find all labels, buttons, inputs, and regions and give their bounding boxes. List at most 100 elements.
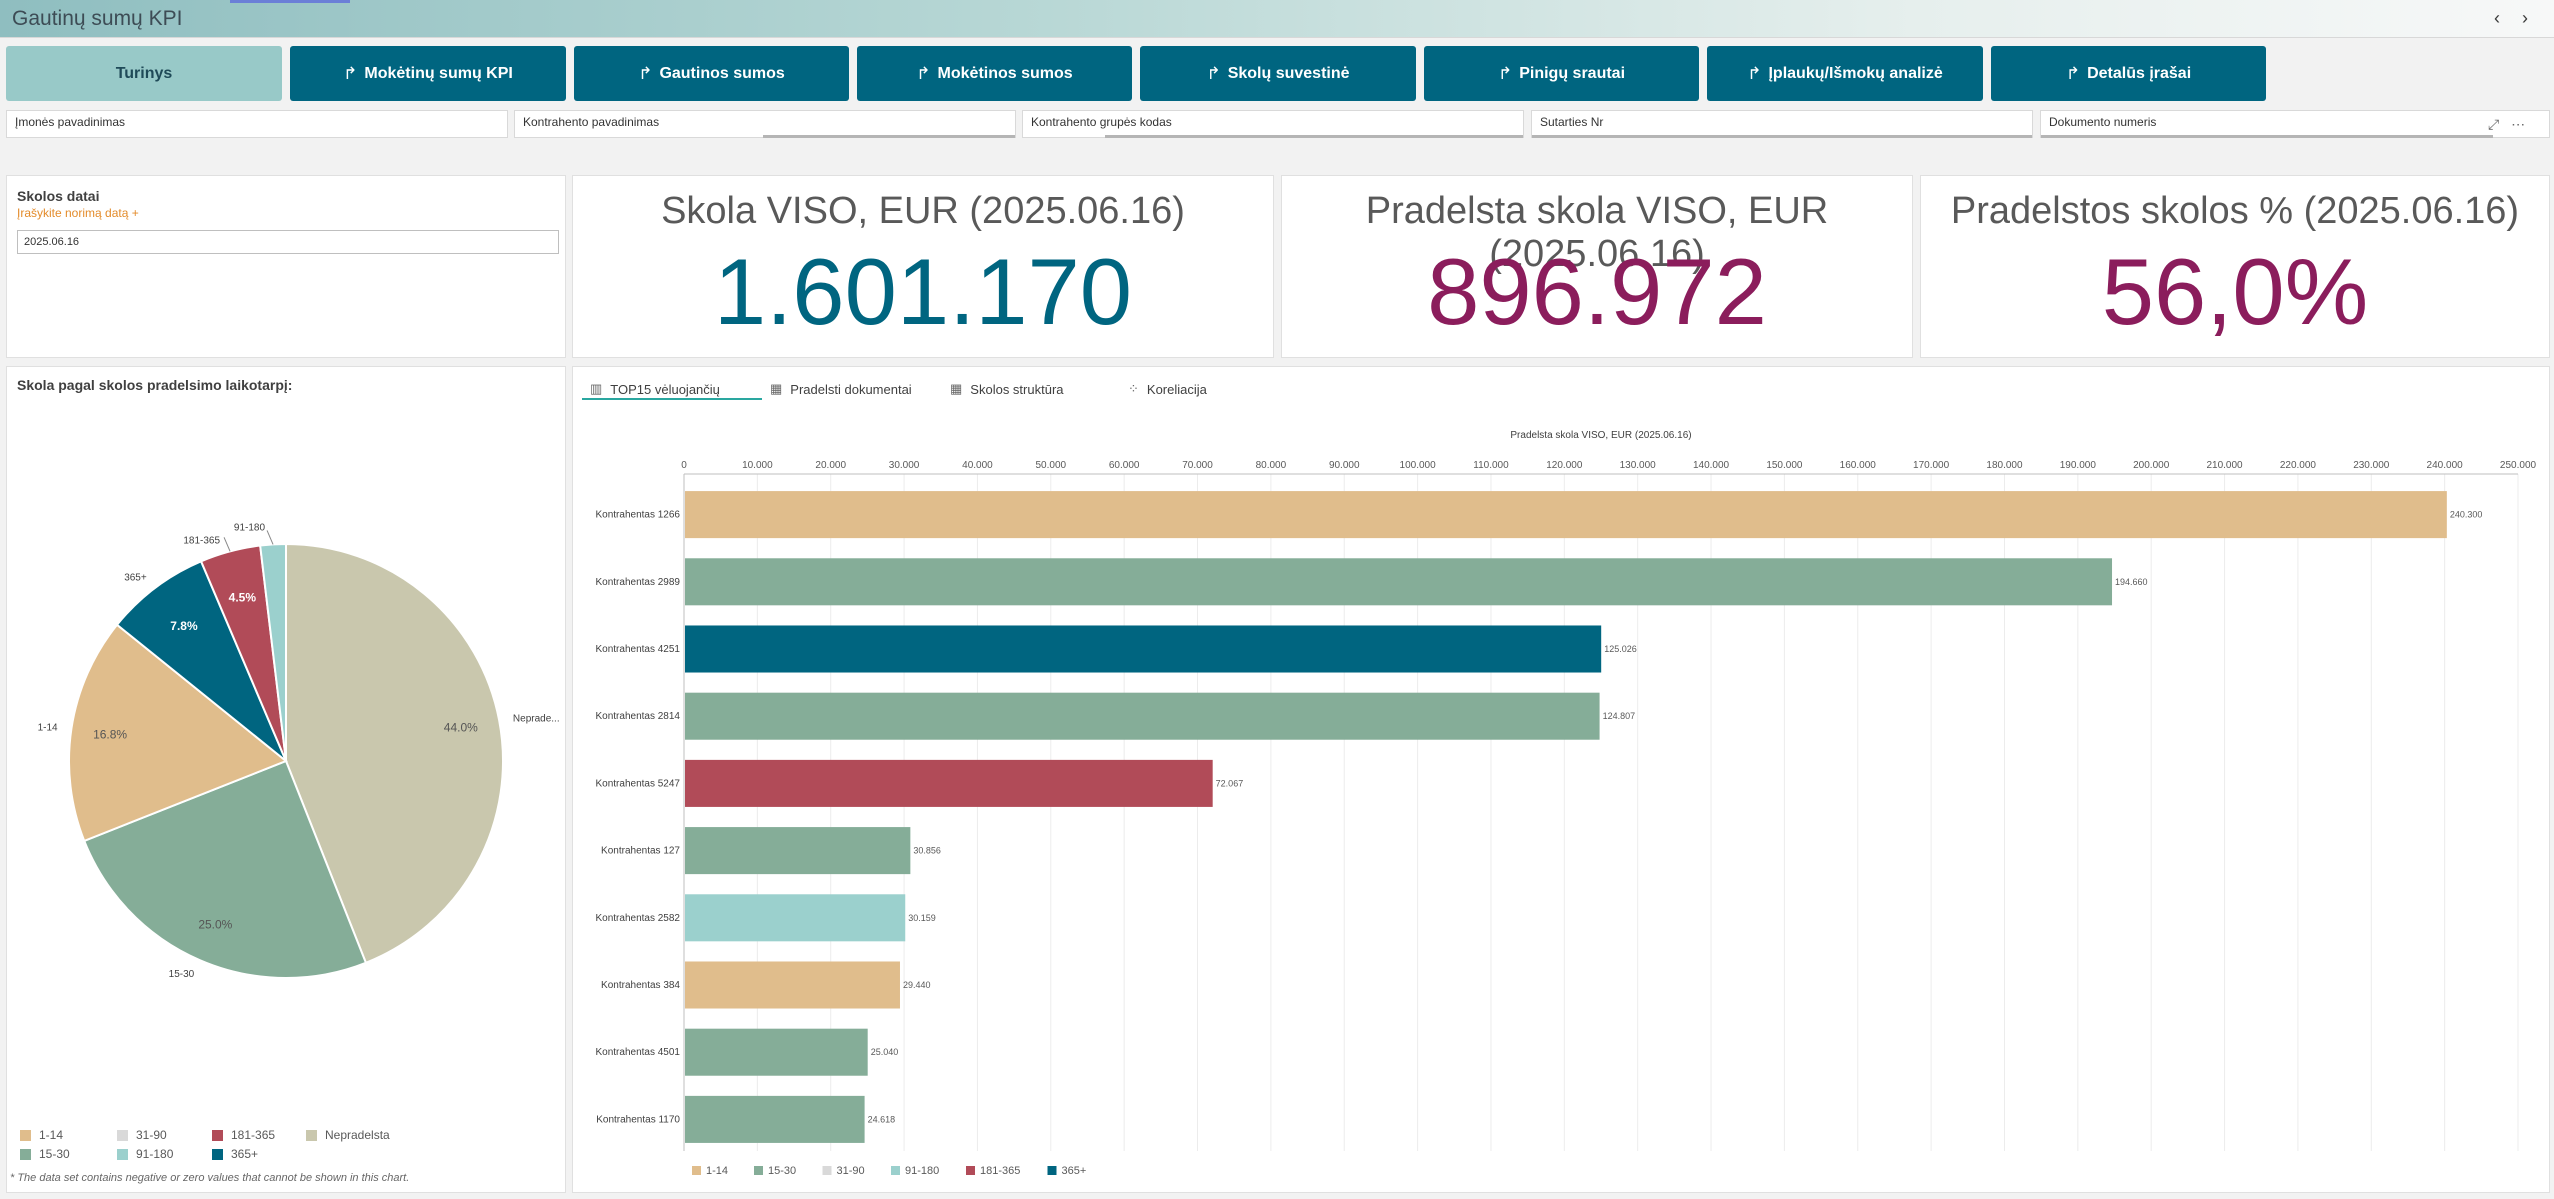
bar[interactable]	[685, 558, 2113, 606]
pie-category-label: 91-180	[234, 522, 266, 533]
nav-button-label: Pinigų srautai	[1519, 64, 1626, 82]
nav-button-detalus-irasai[interactable]: ↱ Detalūs įrašai	[1991, 46, 2266, 101]
legend-swatch	[117, 1148, 128, 1160]
tab-label: Koreliacija	[1146, 381, 1207, 397]
kpi-value: 896.972	[1427, 239, 1767, 344]
x-tick-label: 20.000	[815, 460, 846, 471]
nav-button-turinys[interactable]: Turinys	[6, 46, 282, 101]
nav-button-moketinu-sumu-kpi[interactable]: ↱ Mokėtinų sumų KPI	[290, 46, 566, 101]
date-card: Skolos datai Įrašykite norimą datą +	[6, 175, 566, 358]
kpi-title: Pradelstos skolos % (2025.06.16)	[1950, 190, 2520, 232]
x-tick-label: 70.000	[1182, 460, 1213, 471]
bar-value-label: 124.807	[1603, 711, 1636, 721]
legend-item-31-90[interactable]: 31-90	[117, 1128, 167, 1142]
x-tick-label: 200.000	[2133, 460, 2170, 471]
filter-dokumento-numeris[interactable]: Dokumento numeris	[2040, 110, 2550, 138]
pie-percent-label: 44.0%	[444, 721, 478, 735]
nav-button-iplauku-ismoku-analize[interactable]: ↱ Įplaukų/Išmokų analizė	[1707, 46, 1983, 101]
nav-button-moketinos-sumos[interactable]: ↱ Mokėtinos sumos	[857, 46, 1132, 101]
pie-slice-nepradelsta[interactable]	[285, 542, 504, 965]
bar-value-label: 125.026	[1604, 644, 1637, 654]
tab-top15[interactable]: ▥ TOP15 vėluojančių	[590, 376, 720, 402]
bar[interactable]	[685, 1095, 865, 1143]
x-tick-label: 140.000	[1693, 460, 1730, 471]
legend-item-181-365[interactable]: 181-365	[212, 1128, 275, 1142]
bar-value-label: 24.618	[868, 1114, 896, 1124]
filter-kontrahento-grupes-kodas[interactable]: Kontrahento grupės kodas	[1022, 110, 1524, 138]
legend-item-365-plus[interactable]: 365+	[212, 1147, 258, 1161]
pie-chart-title: Skola pagal skolos pradelsimo laikotarpį…	[17, 377, 293, 393]
tab-skolos-struktura[interactable]: ▦ Skolos struktūra	[950, 376, 1064, 402]
pie-category-label: 15-30	[169, 969, 195, 980]
legend-swatch	[117, 1129, 128, 1141]
y-category-label: Kontrahentas 5247	[595, 778, 680, 789]
kpi-title: Skola VISO, EUR (2025.06.16)	[661, 190, 1185, 232]
pie-slice-365-[interactable]	[115, 559, 287, 762]
legend-item-nepradelsta[interactable]: Nepradelsta	[306, 1128, 390, 1142]
sheet-title: Gautinų sumų KPI	[12, 7, 183, 30]
x-tick-label: 220.000	[2280, 460, 2317, 471]
filter-kontrahento-pavadinimas[interactable]: Kontrahento pavadinimas	[514, 110, 1016, 138]
expand-icon[interactable]: ⤢	[2488, 116, 2500, 132]
tab-koreliacija[interactable]: ⁘ Koreliacija	[1128, 376, 1207, 402]
tab-pradelsti-dokumentai[interactable]: ▦ Pradelsti dokumentai	[770, 376, 912, 402]
legend-label[interactable]: 365+	[1062, 1165, 1087, 1177]
next-sheet-icon[interactable]: ›	[2522, 8, 2528, 28]
nav-button-gautinos-sumos[interactable]: ↱ Gautinos sumos	[574, 46, 849, 101]
x-tick-label: 110.000	[1473, 460, 1509, 471]
x-tick-label: 80.000	[1256, 460, 1287, 471]
bar[interactable]	[685, 625, 1602, 673]
pie-slice-1-14[interactable]	[68, 623, 288, 843]
legend-label[interactable]: 91-180	[905, 1165, 939, 1177]
date-input[interactable]	[17, 230, 559, 254]
legend-swatch	[822, 1166, 832, 1175]
bar-chart-icon: ▥	[590, 381, 603, 396]
bar-value-label: 29.440	[903, 980, 931, 990]
pie-percent-label: 7.8%	[170, 619, 198, 633]
legend-label: 181-365	[231, 1128, 276, 1142]
x-tick-label: 10.000	[742, 460, 773, 471]
bar-value-label: 72.067	[1216, 778, 1244, 788]
nav-button-label: Skolų suvestinė	[1227, 64, 1350, 82]
legend-swatch	[212, 1148, 223, 1160]
legend-label[interactable]: 15-30	[768, 1165, 796, 1177]
legend-swatch	[306, 1129, 317, 1141]
more-options-icon[interactable]: ⋯	[2511, 116, 2526, 132]
bar-chart-title: Pradelsta skola VISO, EUR (2025.06.16)	[1510, 430, 1691, 441]
nav-button-label: Gautinos sumos	[659, 64, 785, 82]
legend-item-1-14[interactable]: 1-14	[20, 1128, 63, 1142]
bar-chart[interactable]: Pradelsta skola VISO, EUR (2025.06.16) 0 1…	[572, 366, 2550, 1193]
bar[interactable]	[685, 961, 900, 1009]
pie-slice-15-30[interactable]	[82, 759, 368, 979]
legend-label[interactable]: 181-365	[980, 1165, 1020, 1177]
nav-button-label: Įplaukų/Išmokų analizė	[1768, 64, 1943, 82]
pie-percent-label: 16.8%	[93, 727, 127, 741]
legend-swatch	[692, 1166, 701, 1175]
share-arrow-icon: ↱	[1747, 63, 1762, 83]
legend-label: 15-30	[39, 1147, 70, 1161]
pie-chart[interactable]: 44.0% Neprade... 25.0% 15-30 16.8% 1-14 7.8% 36…	[6, 366, 566, 1193]
nav-button-skolu-suvestine[interactable]: ↱ Skolų suvestinė	[1140, 46, 1416, 101]
bar[interactable]	[685, 827, 911, 875]
y-category-label: Kontrahentas 4501	[595, 1047, 680, 1058]
legend-label: 91-180	[136, 1147, 174, 1161]
bar[interactable]	[685, 1028, 868, 1076]
bar[interactable]	[685, 692, 1600, 740]
legend-item-15-30[interactable]: 15-30	[20, 1147, 70, 1161]
previous-sheet-icon[interactable]: ‹	[2494, 8, 2500, 28]
kpi-card-skola-viso: Skola VISO, EUR (2025.06.16) 1.601.170	[572, 175, 1274, 358]
filter-imones-pavadinimas[interactable]: Įmonės pavadinimas	[6, 110, 508, 138]
bar[interactable]	[685, 759, 1213, 807]
nav-button-label: Detalūs įrašai	[2087, 64, 2192, 82]
legend-label[interactable]: 1-14	[706, 1165, 728, 1177]
x-tick-label: 100.000	[1400, 460, 1437, 471]
bar[interactable]	[685, 894, 906, 942]
bar[interactable]	[685, 491, 2447, 539]
legend-swatch	[891, 1166, 900, 1175]
filter-scroll-indicator	[1105, 135, 1523, 138]
nav-button-pinigu-srautai[interactable]: ↱ Pinigų srautai	[1424, 46, 1699, 101]
filter-sutarties-nr[interactable]: Sutarties Nr	[1531, 110, 2033, 138]
legend-label[interactable]: 31-90	[837, 1165, 865, 1177]
x-tick-label: 210.000	[2206, 460, 2243, 471]
legend-item-91-180[interactable]: 91-180	[117, 1147, 173, 1161]
